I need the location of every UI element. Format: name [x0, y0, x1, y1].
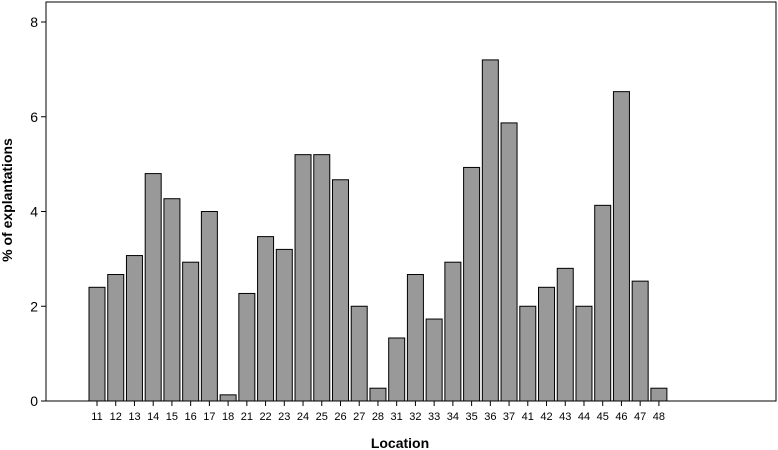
x-tick-label: 45 — [597, 411, 609, 423]
bar-34 — [444, 261, 462, 402]
x-tick-label: 26 — [334, 411, 346, 423]
bar-18 — [219, 394, 237, 402]
x-tick-label: 35 — [465, 411, 477, 423]
y-tick-label: 0 — [30, 393, 38, 409]
bar-14 — [144, 173, 162, 402]
x-tick-label: 16 — [185, 411, 197, 423]
bar-31 — [388, 337, 406, 402]
x-tick-label: 48 — [653, 411, 665, 423]
bar-48 — [650, 387, 668, 402]
bar-15 — [163, 198, 181, 402]
bar-43 — [556, 267, 574, 402]
bar-25 — [313, 154, 331, 402]
x-axis: 11 12 13 14 15 16 17 18 21 22 23 24 25 26 27 28 31 32 33 34… — [91, 401, 665, 423]
y-tick-label: 8 — [30, 14, 38, 30]
x-tick-label: 31 — [391, 411, 403, 423]
x-tick-label: 14 — [147, 411, 159, 423]
bar-44 — [575, 305, 593, 402]
x-tick-label: 23 — [278, 411, 290, 423]
x-tick-label: 33 — [428, 411, 440, 423]
x-tick-label: 13 — [128, 411, 140, 423]
bar-12 — [107, 274, 125, 402]
x-tick-label: 24 — [297, 411, 309, 423]
bar-16 — [182, 261, 200, 402]
bar-37 — [500, 122, 518, 402]
x-tick-label: 46 — [615, 411, 627, 423]
x-tick-label: 42 — [540, 411, 552, 423]
bar-13 — [125, 255, 143, 402]
y-axis: 0 2 4 6 8 — [30, 14, 46, 409]
x-tick-label: 15 — [166, 411, 178, 423]
bar-27 — [350, 305, 368, 402]
x-tick-label: 18 — [222, 411, 234, 423]
x-tick-label: 41 — [522, 411, 534, 423]
bar-33 — [425, 318, 443, 402]
x-tick-label: 25 — [316, 411, 328, 423]
x-tick-label: 37 — [503, 411, 515, 423]
y-tick-label: 6 — [30, 109, 38, 125]
bar-47 — [631, 280, 649, 402]
x-tick-label: 22 — [259, 411, 271, 423]
y-tick-label: 4 — [30, 204, 38, 220]
bar-24 — [294, 154, 312, 402]
x-tick-label: 32 — [409, 411, 421, 423]
x-tick-label: 17 — [203, 411, 215, 423]
bar-21 — [238, 292, 256, 402]
bar-35 — [463, 166, 481, 402]
bar-46 — [612, 91, 630, 402]
bar-26 — [331, 179, 349, 402]
bar-36 — [481, 59, 499, 402]
x-tick-label: 34 — [447, 411, 459, 423]
bar-11 — [88, 286, 106, 402]
bar-28 — [369, 387, 387, 402]
bar-17 — [200, 211, 218, 402]
bar-32 — [406, 274, 424, 402]
y-tick-label: 2 — [30, 298, 38, 314]
x-axis-title: Location — [371, 435, 429, 450]
x-tick-label: 47 — [634, 411, 646, 423]
x-tick-label: 21 — [241, 411, 253, 423]
x-tick-label: 12 — [110, 411, 122, 423]
y-axis-title: % of explantations — [0, 138, 15, 262]
x-tick-label: 43 — [559, 411, 571, 423]
x-tick-label: 28 — [372, 411, 384, 423]
x-tick-label: 36 — [484, 411, 496, 423]
x-tick-label: 44 — [578, 411, 590, 423]
bar-22 — [257, 236, 275, 402]
bar-42 — [538, 286, 556, 402]
bar-41 — [519, 305, 537, 402]
x-tick-label: 27 — [353, 411, 365, 423]
bars-group — [88, 59, 668, 402]
bar-23 — [275, 248, 293, 402]
bar-45 — [594, 204, 612, 402]
x-tick-label: 11 — [91, 411, 102, 423]
